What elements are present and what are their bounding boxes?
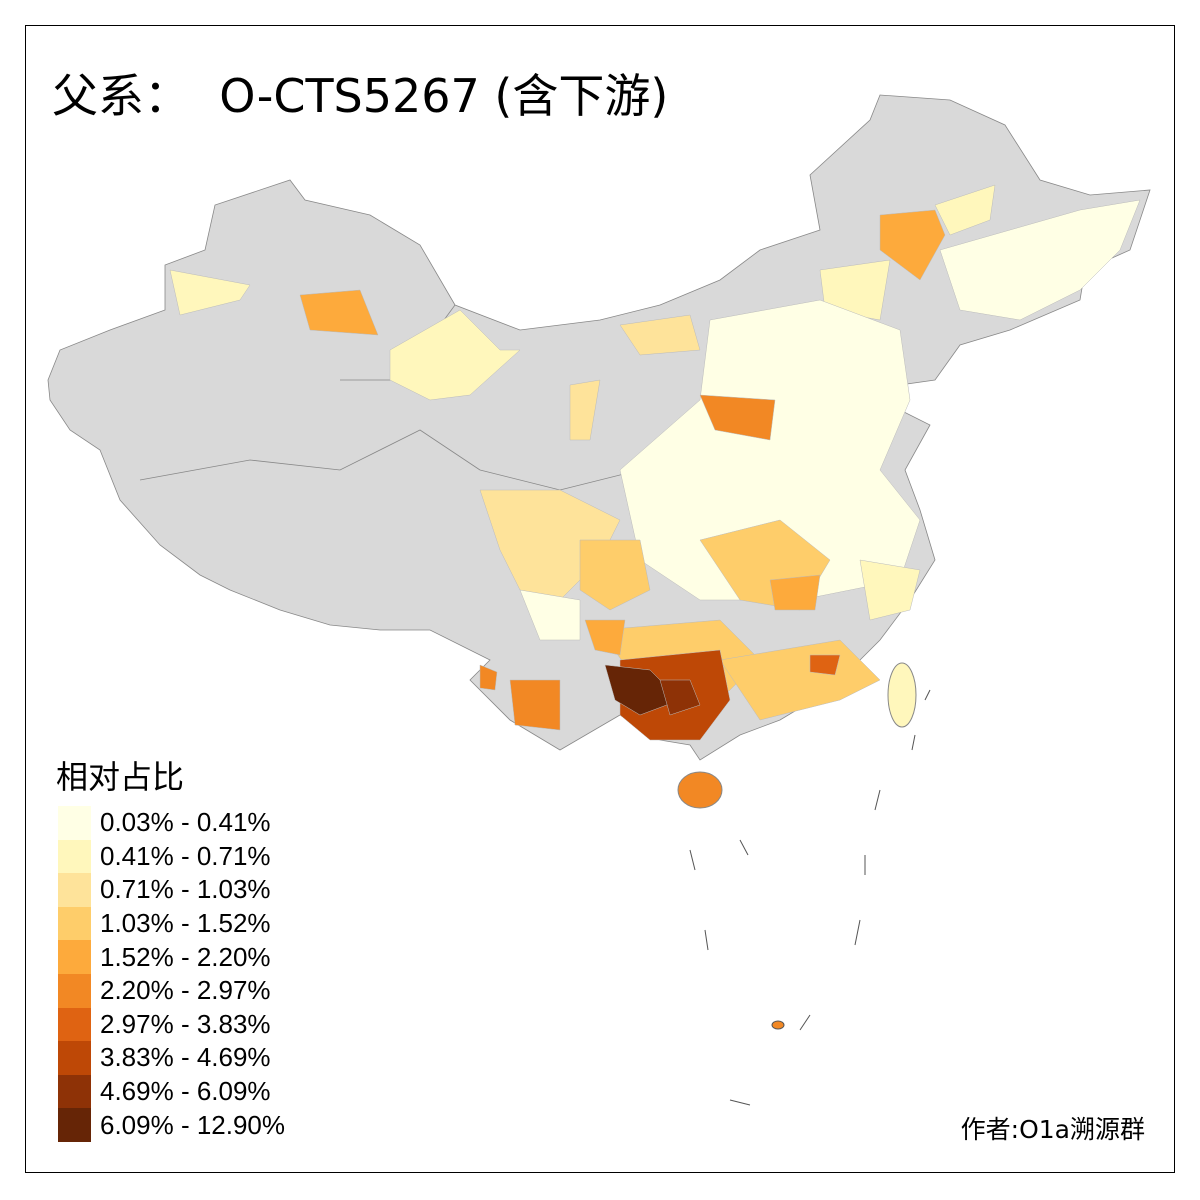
map-region xyxy=(819,259,891,321)
map-region xyxy=(389,309,521,401)
legend-item: 2.97% - 3.83% xyxy=(58,1007,285,1042)
legend-swatch xyxy=(58,873,91,907)
legend-swatch xyxy=(58,940,91,974)
map-region xyxy=(569,379,601,441)
map-region xyxy=(519,589,581,641)
legend-item: 0.41% - 0.71% xyxy=(58,839,285,874)
map-region xyxy=(719,639,881,721)
map-region xyxy=(584,619,626,656)
map-region xyxy=(699,394,776,441)
map-region xyxy=(509,679,561,731)
map-region xyxy=(479,664,498,691)
map-region xyxy=(604,664,681,716)
colored-regions xyxy=(169,184,1141,741)
map-region xyxy=(579,539,651,611)
legend-swatch xyxy=(58,806,91,840)
map-region xyxy=(769,574,821,611)
hainan-island xyxy=(677,771,723,809)
legend-item: 6.09% - 12.90% xyxy=(58,1108,285,1142)
taiwan-island xyxy=(887,662,917,728)
legend-label: 4.69% - 6.09% xyxy=(100,1076,271,1107)
map-region xyxy=(809,654,841,676)
legend-swatch xyxy=(58,906,91,941)
legend-label: 0.41% - 0.71% xyxy=(100,840,271,871)
map-region xyxy=(299,289,379,336)
legend-swatch xyxy=(58,1108,91,1142)
legend-item: 1.03% - 1.52% xyxy=(58,906,285,941)
legend-item: 2.20% - 2.97% xyxy=(58,973,285,1008)
map-region xyxy=(619,314,701,356)
legend-item: 1.52% - 2.20% xyxy=(58,940,285,974)
south-china-sea-islands xyxy=(689,689,931,1106)
legend-swatch xyxy=(58,1074,91,1109)
legend-label: 2.97% - 3.83% xyxy=(100,1008,271,1039)
author-credit: 作者:O1a溯源群 xyxy=(960,1115,1145,1144)
map-title: 父系： O-CTS5267 (含下游) xyxy=(52,69,669,123)
legend-label: 1.52% - 2.20% xyxy=(100,941,271,972)
legend-title: 相对占比 xyxy=(56,758,185,796)
legend-swatch xyxy=(58,1041,91,1075)
legend-label: 2.20% - 2.97% xyxy=(100,975,271,1006)
figure-border xyxy=(25,25,1175,1173)
legend-swatch xyxy=(58,839,91,874)
legend-label: 3.83% - 4.69% xyxy=(100,1042,271,1073)
map-region xyxy=(939,199,1141,321)
legend: 0.03% - 0.41% 0.41% - 0.71% 0.71% - 1.03… xyxy=(58,806,285,1142)
legend-label: 0.71% - 1.03% xyxy=(100,874,271,905)
legend-item: 0.71% - 1.03% xyxy=(58,873,285,907)
legend-swatch xyxy=(58,1007,91,1042)
map-region xyxy=(934,184,996,236)
legend-item: 3.83% - 4.69% xyxy=(58,1041,285,1075)
legend-swatch xyxy=(58,973,91,1008)
legend-label: 1.03% - 1.52% xyxy=(100,908,271,939)
legend-label: 0.03% - 0.41% xyxy=(100,807,271,838)
map-region xyxy=(169,269,251,316)
map-region xyxy=(879,209,946,281)
map-region xyxy=(859,559,921,621)
legend-label: 6.09% - 12.90% xyxy=(100,1109,286,1140)
legend-item: 0.03% - 0.41% xyxy=(58,806,285,840)
legend-item: 4.69% - 6.09% xyxy=(58,1074,285,1109)
map-region xyxy=(659,679,701,716)
